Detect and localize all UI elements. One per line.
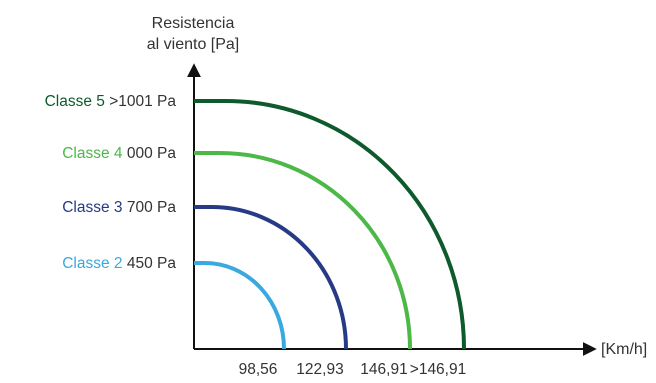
class-label-classe-5: Classe 5 >1001 Pa bbox=[45, 93, 177, 110]
class-name-classe-2: Classe 2 bbox=[62, 255, 127, 272]
class-name-classe-5: Classe 5 bbox=[45, 93, 110, 110]
class-label-classe-4: Classe 4 000 Pa bbox=[62, 145, 176, 162]
class-name-classe-4: Classe 4 bbox=[62, 145, 127, 162]
pressure-value-classe-2: 450 Pa bbox=[127, 255, 177, 272]
speed-label-classe-2: 98,56 bbox=[239, 361, 278, 378]
class-name-classe-3: Classe 3 bbox=[62, 199, 127, 216]
speed-label-classe-3: 122,93 bbox=[296, 361, 343, 378]
y-axis-title-line-1: Resistencia bbox=[152, 15, 235, 32]
arc-classe-4 bbox=[194, 151, 412, 350]
arcs-layer bbox=[194, 99, 466, 350]
speed-label-classe-5: >146,91 bbox=[410, 361, 466, 378]
arc-classe-3 bbox=[194, 205, 348, 350]
y-axis-title-line-2: al viento [Pa] bbox=[147, 36, 240, 53]
arc-classe-2 bbox=[194, 261, 286, 350]
labels-layer: Classe 2 450 Pa 98,56 Classe 3 700 Pa 122,9… bbox=[45, 93, 467, 378]
pressure-value-classe-3: 700 Pa bbox=[127, 199, 177, 216]
arc-classe-5 bbox=[194, 99, 466, 350]
speed-label-classe-4: 146,91 bbox=[360, 361, 407, 378]
pressure-value-classe-4: 000 Pa bbox=[127, 145, 177, 162]
pressure-value-classe-5: >1001 Pa bbox=[109, 93, 176, 110]
class-label-classe-2: Classe 2 450 Pa bbox=[62, 255, 176, 272]
x-axis-title: [Km/h] bbox=[601, 341, 647, 358]
class-label-classe-3: Classe 3 700 Pa bbox=[62, 199, 176, 216]
